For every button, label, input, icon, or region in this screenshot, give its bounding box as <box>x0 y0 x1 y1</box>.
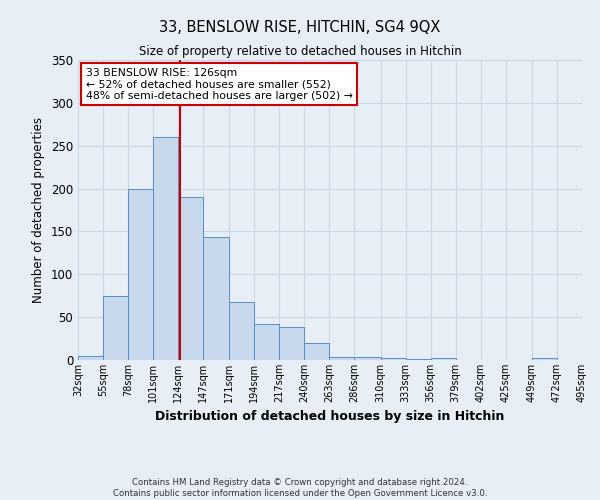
Text: 33 BENSLOW RISE: 126sqm
← 52% of detached houses are smaller (552)
48% of semi-d: 33 BENSLOW RISE: 126sqm ← 52% of detache… <box>86 68 352 100</box>
Bar <box>128 188 153 360</box>
Text: 33, BENSLOW RISE, HITCHIN, SG4 9QX: 33, BENSLOW RISE, HITCHIN, SG4 9QX <box>160 20 440 35</box>
Bar <box>380 358 406 360</box>
Text: Size of property relative to detached houses in Hitchin: Size of property relative to detached ho… <box>139 45 461 58</box>
Bar <box>153 137 178 360</box>
Bar <box>280 326 304 360</box>
Bar <box>203 238 229 360</box>
Bar <box>254 324 280 360</box>
Bar <box>406 359 431 360</box>
Text: Contains HM Land Registry data © Crown copyright and database right 2024.
Contai: Contains HM Land Registry data © Crown c… <box>113 478 487 498</box>
Bar <box>78 356 103 360</box>
Bar <box>304 343 329 360</box>
X-axis label: Distribution of detached houses by size in Hitchin: Distribution of detached houses by size … <box>155 410 505 424</box>
Bar <box>329 358 355 360</box>
Bar <box>229 302 254 360</box>
Bar <box>178 197 203 360</box>
Y-axis label: Number of detached properties: Number of detached properties <box>32 117 46 303</box>
Bar <box>532 358 557 360</box>
Bar <box>431 358 456 360</box>
Bar <box>355 356 380 360</box>
Bar <box>103 296 128 360</box>
